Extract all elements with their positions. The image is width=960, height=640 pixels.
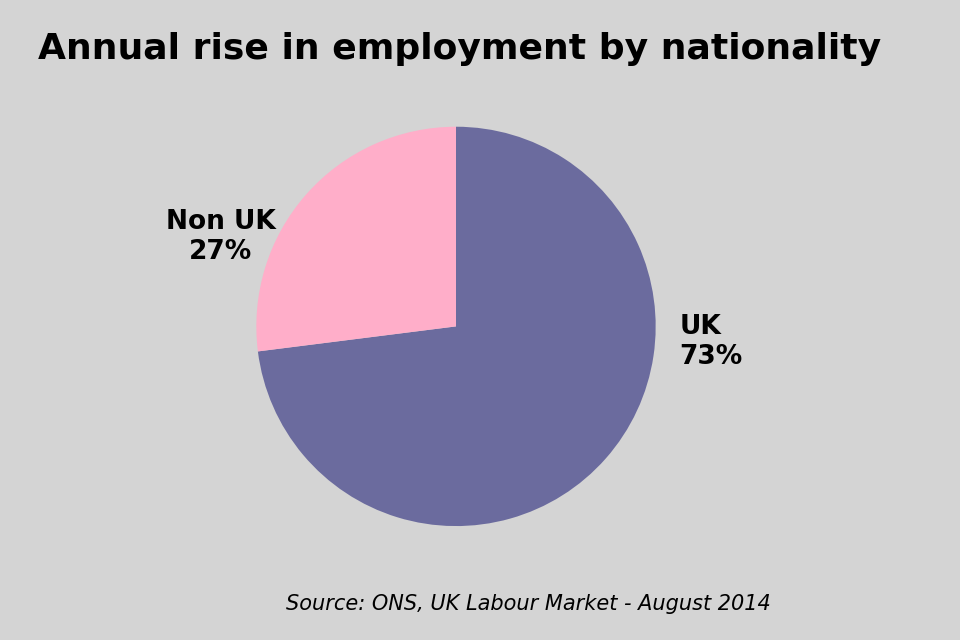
Text: Annual rise in employment by nationality: Annual rise in employment by nationality xyxy=(38,32,881,66)
Wedge shape xyxy=(258,127,656,526)
Text: Source: ONS, UK Labour Market - August 2014: Source: ONS, UK Labour Market - August 2… xyxy=(286,595,770,614)
Text: UK
73%: UK 73% xyxy=(680,314,743,371)
Text: Non UK
27%: Non UK 27% xyxy=(165,209,276,264)
Wedge shape xyxy=(256,127,456,351)
